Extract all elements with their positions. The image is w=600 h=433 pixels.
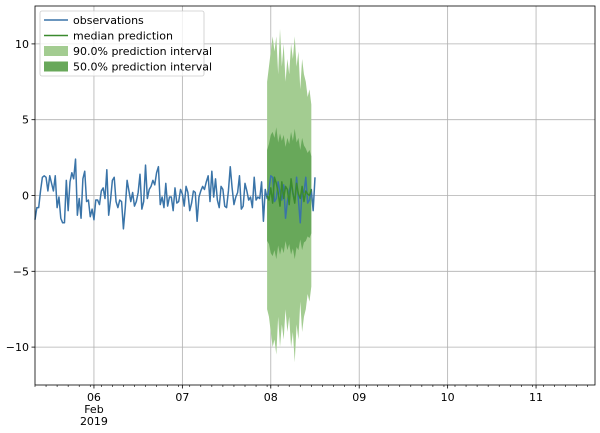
- x-tick-label: 11: [529, 391, 543, 404]
- legend-label-observations: observations: [73, 14, 144, 27]
- y-tick-label: −5: [13, 265, 29, 278]
- x-tick-label: 2019: [80, 415, 108, 428]
- legend-box: [39, 10, 205, 77]
- y-tick-label: −10: [6, 341, 29, 354]
- y-tick-label: 0: [22, 190, 29, 203]
- observations-line: [34, 158, 316, 230]
- median-line: [266, 176, 313, 207]
- x-tick-label: 06: [87, 391, 101, 404]
- x-tick-label: 09: [352, 391, 366, 404]
- x-tick-label: 10: [441, 391, 455, 404]
- legend-swatch-interval50: [44, 61, 68, 72]
- x-tick-label: 08: [264, 391, 278, 404]
- legend-label-interval90: 90.0% prediction interval: [73, 45, 212, 58]
- x-tick-label: 07: [175, 391, 189, 404]
- legend: observations median prediction 90.0% predi…: [39, 10, 212, 77]
- x-tick-label: Feb: [84, 403, 103, 416]
- legend-label-interval50: 50.0% prediction interval: [73, 61, 212, 74]
- observations-series: [34, 158, 316, 230]
- legend-label-median: median prediction: [73, 30, 173, 43]
- median-series: [266, 176, 313, 207]
- y-tick-label: 5: [22, 114, 29, 127]
- legend-swatch-interval90: [44, 46, 68, 56]
- y-tick-label: 10: [15, 38, 29, 51]
